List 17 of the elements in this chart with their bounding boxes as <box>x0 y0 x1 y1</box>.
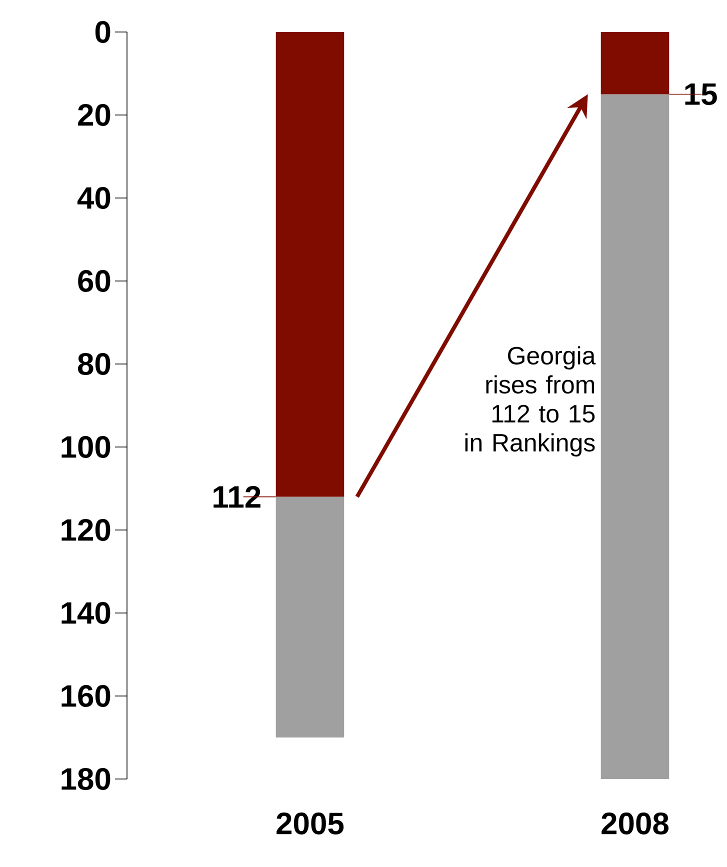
x-tick-label: 2005 <box>276 812 344 834</box>
annotation: Georgia rises from 112 to 15 in Rankings <box>465 346 596 457</box>
y-tick-label: 60 <box>78 270 110 292</box>
y-tick-label: 80 <box>78 353 110 375</box>
bar <box>600 94 670 780</box>
y-tick-label: 160 <box>62 685 110 707</box>
x-tick-label: 2008 <box>602 812 669 834</box>
data-label: 112 <box>214 486 260 508</box>
y-tick-label: 40 <box>77 187 110 209</box>
bar <box>276 496 344 738</box>
y-tick-label: 100 <box>62 436 110 458</box>
y-tick-label: 120 <box>62 519 110 541</box>
y-tick-label: 140 <box>62 602 110 624</box>
y-tick-label: 0 <box>95 21 110 43</box>
y-tick-label: 180 <box>62 768 110 790</box>
y-tick-label: 20 <box>78 104 110 126</box>
data-label: 15 <box>685 83 717 106</box>
